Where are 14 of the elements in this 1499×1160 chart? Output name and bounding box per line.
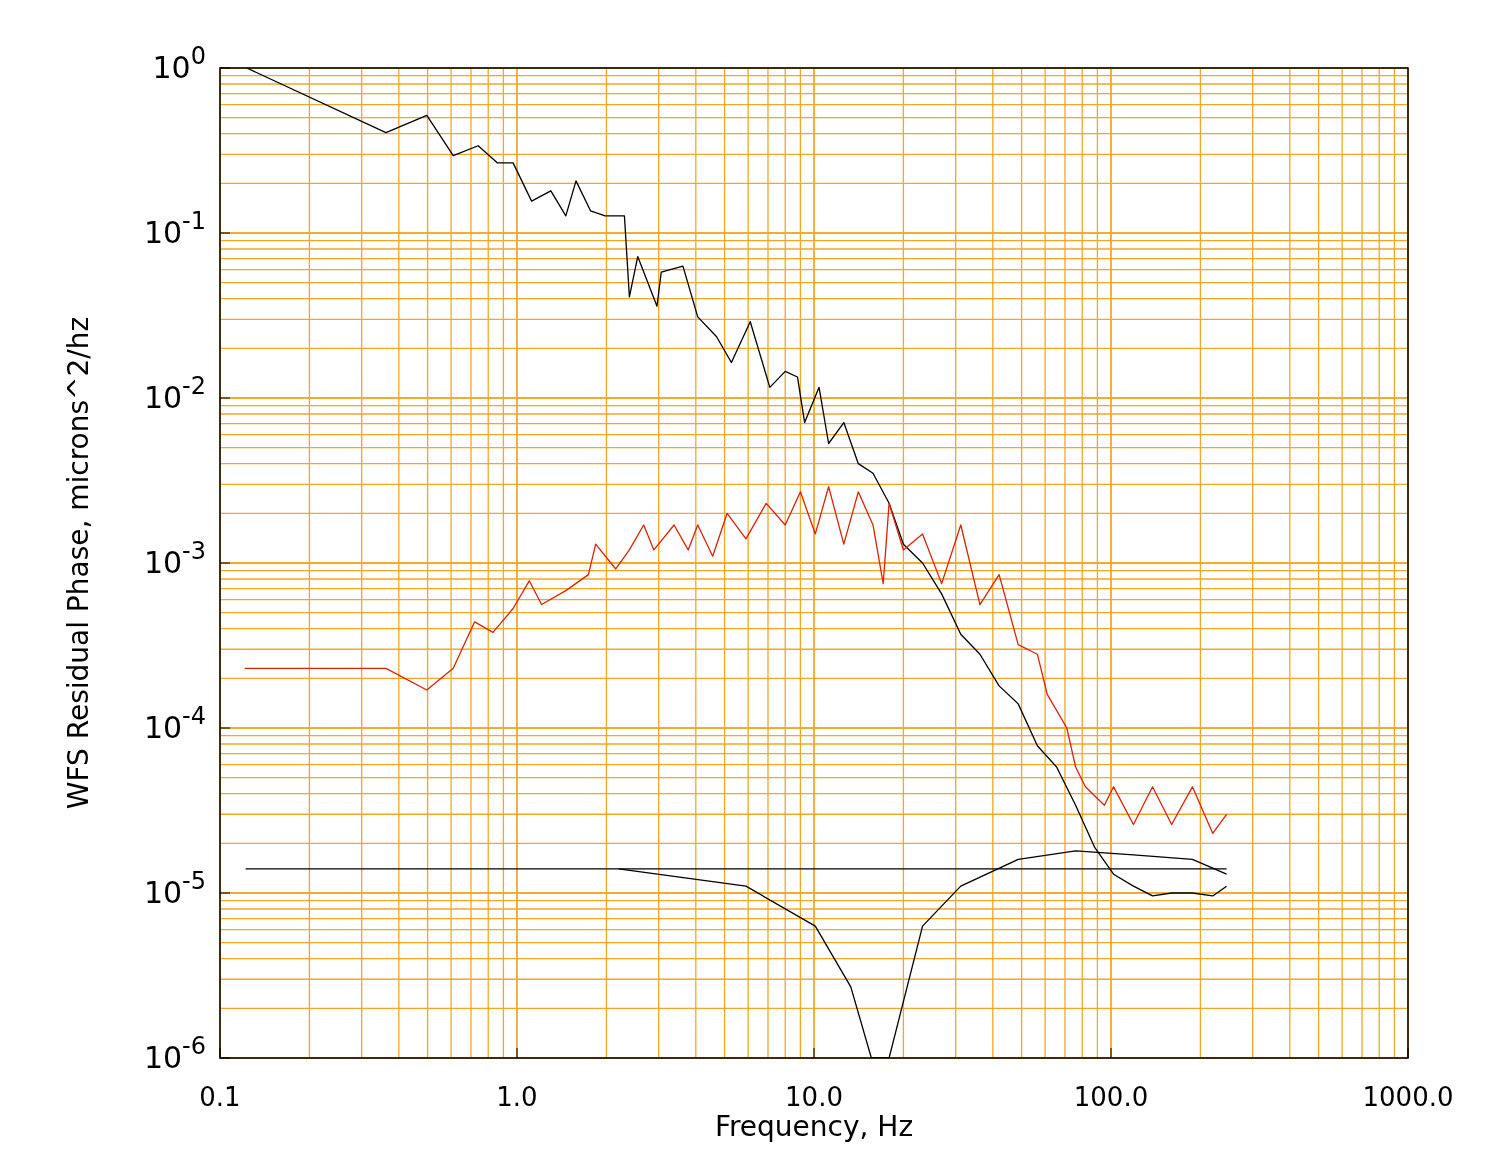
y-tick-label: 10$^{-4}$: [143, 702, 206, 745]
y-tick-label: 10$^{-3}$: [143, 537, 206, 580]
x-tick-label: 100.0: [1073, 1082, 1149, 1112]
y-axis-title: WFS Residual Phase, microns^2/hz: [62, 316, 95, 810]
x-axis-title: Frequency, Hz: [714, 1110, 914, 1143]
y-tick-label: 10$^{-6}$: [143, 1032, 206, 1075]
x-tick-label: 0.1: [199, 1082, 241, 1112]
y-tick-label: 10$^{0}$: [152, 42, 206, 85]
x-tick-label: 10.0: [785, 1082, 843, 1112]
y-tick-label: 10$^{-5}$: [143, 867, 206, 910]
x-tick-label: 1000.0: [1362, 1082, 1454, 1112]
y-tick-label: 10$^{-2}$: [143, 372, 206, 415]
x-tick-label: 1.0: [496, 1082, 538, 1112]
y-tick-label: 10$^{-1}$: [143, 207, 206, 250]
